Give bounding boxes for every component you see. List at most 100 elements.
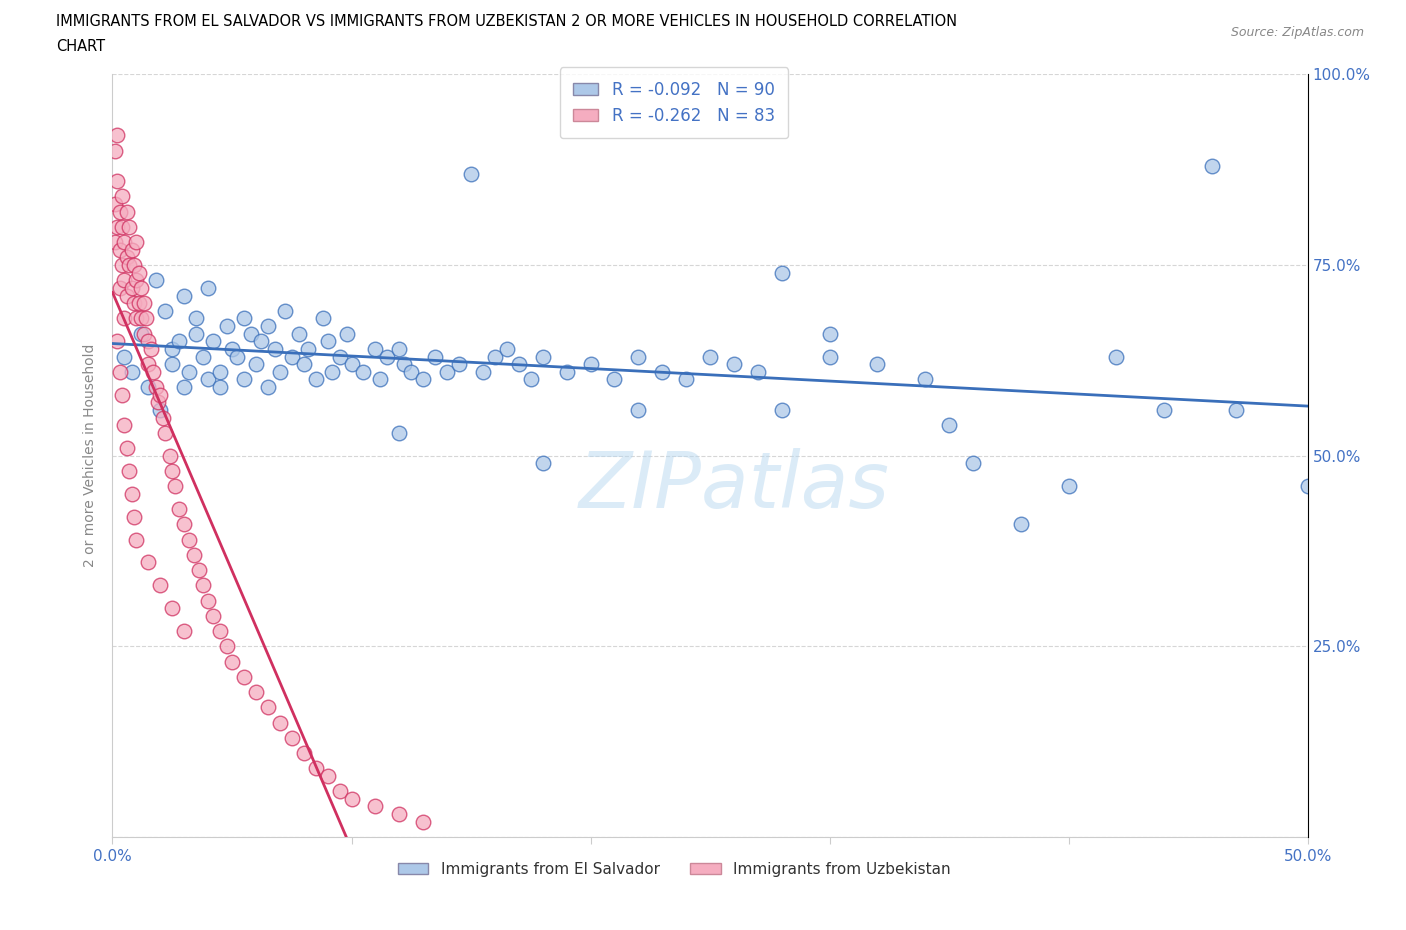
Point xyxy=(108,243,131,258)
Point xyxy=(336,326,359,341)
Point xyxy=(111,189,134,204)
Point xyxy=(508,357,530,372)
Text: ZIPatlas: ZIPatlas xyxy=(578,448,890,525)
Point xyxy=(177,532,200,547)
Point xyxy=(292,746,315,761)
Point xyxy=(135,311,157,325)
Point xyxy=(392,357,415,372)
Point xyxy=(531,349,554,364)
Point xyxy=(914,372,936,387)
Point xyxy=(115,205,138,219)
Point xyxy=(183,548,205,563)
Point xyxy=(412,815,434,830)
Point xyxy=(627,349,650,364)
Point xyxy=(149,387,172,402)
Point xyxy=(1201,158,1223,173)
Point xyxy=(312,311,335,325)
Point xyxy=(173,517,195,532)
Point xyxy=(125,311,148,325)
Point xyxy=(121,243,143,258)
Point xyxy=(163,479,186,494)
Point xyxy=(128,296,150,311)
Point xyxy=(245,357,267,372)
Point xyxy=(321,365,343,379)
Text: Source: ZipAtlas.com: Source: ZipAtlas.com xyxy=(1230,26,1364,39)
Point xyxy=(197,372,219,387)
Point xyxy=(364,341,387,356)
Point xyxy=(129,281,152,296)
Point xyxy=(121,281,143,296)
Point xyxy=(153,303,176,318)
Point xyxy=(388,806,411,821)
Point xyxy=(138,379,160,394)
Point xyxy=(233,372,256,387)
Point xyxy=(162,357,183,372)
Point xyxy=(297,341,319,356)
Point xyxy=(162,601,183,616)
Point xyxy=(186,326,208,341)
Point xyxy=(269,715,291,730)
Point xyxy=(340,357,363,372)
Point xyxy=(152,410,174,425)
Text: IMMIGRANTS FROM EL SALVADOR VS IMMIGRANTS FROM UZBEKISTAN 2 OR MORE VEHICLES IN : IMMIGRANTS FROM EL SALVADOR VS IMMIGRANT… xyxy=(56,14,957,29)
Point xyxy=(281,349,304,364)
Point xyxy=(121,486,143,501)
Point xyxy=(221,654,243,669)
Point xyxy=(329,784,352,799)
Point xyxy=(114,418,135,432)
Point xyxy=(142,365,165,379)
Point xyxy=(484,349,506,364)
Point xyxy=(138,555,160,570)
Point xyxy=(105,219,128,234)
Point xyxy=(225,349,247,364)
Point xyxy=(115,288,138,303)
Point xyxy=(316,768,339,783)
Point xyxy=(579,357,602,372)
Point xyxy=(173,379,195,394)
Point xyxy=(747,365,769,379)
Point xyxy=(603,372,626,387)
Point xyxy=(114,311,135,325)
Point xyxy=(531,456,554,471)
Point xyxy=(364,799,387,814)
Point xyxy=(125,272,148,287)
Point xyxy=(104,143,127,158)
Point xyxy=(209,365,232,379)
Point xyxy=(132,326,155,341)
Point xyxy=(159,448,181,463)
Point xyxy=(866,357,889,372)
Point xyxy=(108,205,131,219)
Point xyxy=(818,349,841,364)
Point xyxy=(193,349,215,364)
Point xyxy=(177,365,200,379)
Point xyxy=(111,258,134,272)
Point xyxy=(146,395,169,410)
Point xyxy=(217,319,239,334)
Point xyxy=(447,357,470,372)
Point xyxy=(114,349,135,364)
Point xyxy=(162,341,183,356)
Point xyxy=(209,379,232,394)
Point xyxy=(129,326,152,341)
Point xyxy=(115,250,138,265)
Point xyxy=(257,379,280,394)
Point xyxy=(1010,517,1032,532)
Point xyxy=(281,730,304,745)
Point xyxy=(316,334,339,349)
Point xyxy=(388,425,411,440)
Point xyxy=(149,403,172,418)
Point xyxy=(108,281,131,296)
Point xyxy=(1105,349,1128,364)
Point xyxy=(240,326,263,341)
Y-axis label: 2 or more Vehicles in Household: 2 or more Vehicles in Household xyxy=(83,344,97,567)
Point xyxy=(201,608,224,623)
Point xyxy=(129,311,152,325)
Point xyxy=(105,128,128,143)
Point xyxy=(153,425,176,440)
Point xyxy=(111,219,134,234)
Point xyxy=(122,296,145,311)
Point xyxy=(245,684,267,699)
Point xyxy=(145,272,167,287)
Point xyxy=(186,311,208,325)
Point xyxy=(138,357,160,372)
